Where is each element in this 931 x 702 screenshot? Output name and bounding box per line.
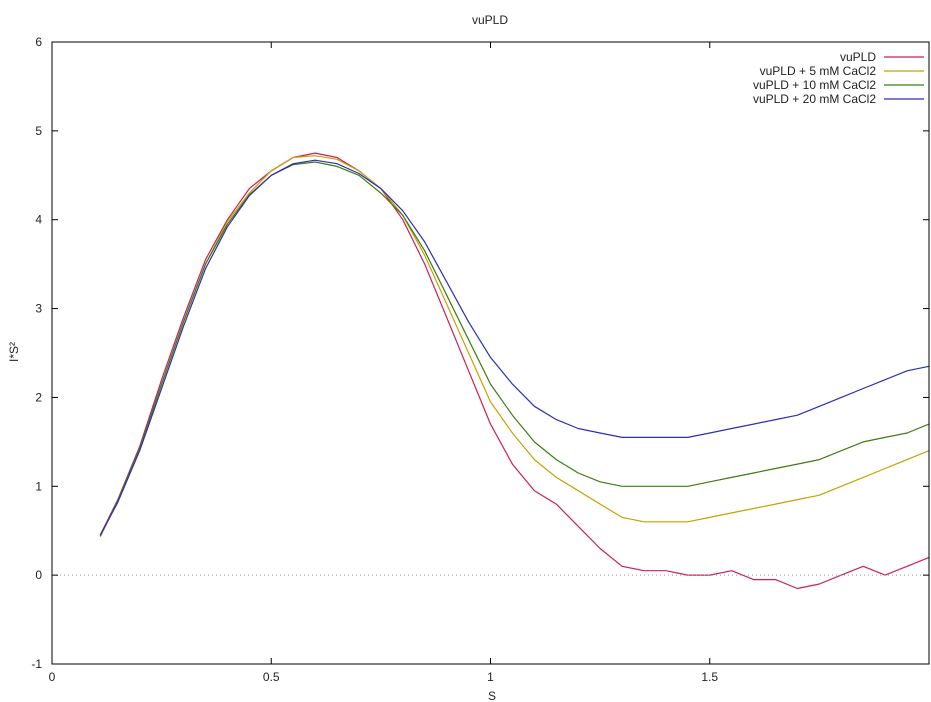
y-tick-label: 3: [35, 302, 42, 316]
chart-title: vuPLD: [472, 13, 508, 27]
plot-frame: [51, 41, 930, 665]
legend-label: vuPLD + 20 mM CaCl2: [753, 92, 876, 106]
series-line-3: [99, 161, 930, 537]
y-tick-label: 6: [35, 35, 42, 49]
series-line-1: [99, 152, 930, 590]
x-tick-label: 0: [49, 670, 56, 684]
y-axis-label: I*S²: [7, 342, 21, 362]
plot-area: [99, 152, 930, 590]
x-tick-label: 1: [487, 670, 494, 684]
y-tick-label: 2: [35, 390, 42, 404]
series-line-4: [99, 159, 930, 536]
y-tick-label: 5: [35, 124, 42, 138]
x-axis-label: S: [488, 689, 496, 702]
axes: 0 0.5 1 1.5 -1 0 1 2 3 4 5 6: [31, 35, 930, 684]
x-tick-label: 1.5: [701, 670, 718, 684]
y-tick-label: -1: [31, 657, 42, 671]
y-tick-label: 4: [35, 213, 42, 227]
legend-label: vuPLD + 5 mM CaCl2: [760, 64, 877, 78]
legend-label: vuPLD: [840, 50, 876, 64]
legend-label: vuPLD + 10 mM CaCl2: [753, 78, 876, 92]
y-tick-label: 1: [35, 479, 42, 493]
y-tick-label: 0: [35, 568, 42, 582]
series-line-2: [99, 155, 930, 538]
x-tick-label: 0.5: [263, 670, 280, 684]
